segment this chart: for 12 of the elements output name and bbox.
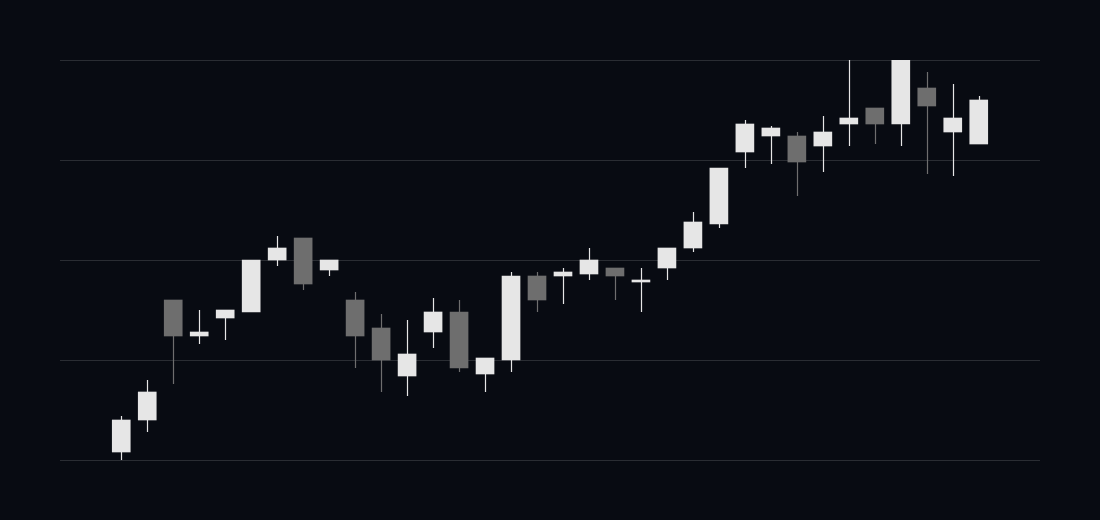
candlestick (839, 59, 859, 147)
candlestick (579, 247, 599, 281)
candlestick (267, 235, 287, 267)
candlestick (475, 357, 495, 393)
candlestick (215, 309, 235, 341)
candlestick (397, 319, 417, 397)
candlestick (813, 115, 833, 173)
candlestick (917, 71, 937, 175)
candlestick (423, 297, 443, 349)
candlestick (943, 83, 963, 177)
candlestick (865, 107, 885, 145)
candlestick (657, 247, 677, 281)
